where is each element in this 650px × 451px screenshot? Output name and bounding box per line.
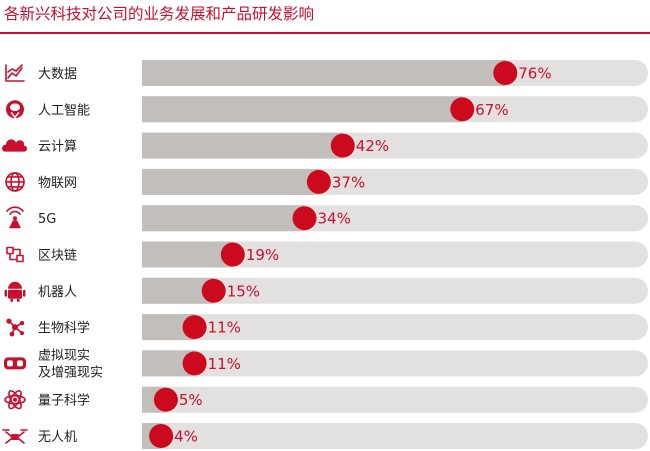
bar [142,132,343,159]
category-label: 物联网 [38,176,77,191]
bar-marker [149,424,174,448]
data-label: 42% [356,137,389,155]
bar [142,96,463,123]
chart-row: 42% 云计算 [2,132,649,159]
chart-title: 各新兴科技对公司的业务发展和产品研发影响 [4,5,315,23]
drone-icon [2,429,28,444]
android-robot-icon [4,281,26,302]
chart-row: 15% 机器人 [4,277,649,304]
bar-marker [330,133,355,158]
chart-row: 76% 大数据 [5,60,648,86]
bar-marker [153,387,178,412]
data-label: 67% [475,101,508,119]
bar-marker [450,97,475,122]
data-label: 76% [518,65,551,83]
bar-track [142,386,649,413]
chart-row: 37% 物联网 [5,168,649,195]
bar-track [142,423,648,449]
bar [142,205,305,232]
data-label: 4% [174,428,198,446]
brain-icon [6,100,24,119]
chart-row: 11% 生物科学 [6,314,649,341]
atom-icon [4,390,26,410]
trend-chart-icon [5,64,25,82]
bar-track [142,350,649,377]
bar-marker [292,206,317,231]
category-label: 人工智能 [38,103,90,118]
blockchain-icon [6,246,24,263]
vr-headset-icon [4,357,26,370]
bar-marker [493,61,518,85]
title-divider [0,32,650,34]
category-label: 生物科学 [38,320,90,336]
bar-marker [220,242,245,267]
bar-track [142,241,649,268]
bar [142,60,506,86]
bar-marker [306,169,331,194]
data-label: 11% [208,319,241,337]
data-label: 37% [332,173,365,191]
cloud-icon [2,139,27,152]
data-label: 15% [227,282,260,300]
category-label: 机器人 [38,285,77,300]
chart-row: 19% 区块链 [6,241,649,268]
antenna-icon [6,206,24,229]
bar [142,168,319,195]
data-label: 19% [246,246,279,264]
chart-row: 34% 5G [6,205,649,232]
bar-marker [182,351,207,376]
category-label: 无人机 [38,430,77,445]
category-label: 区块链 [38,249,77,264]
category-label: 量子科学 [38,393,90,409]
data-label: 34% [318,210,351,228]
category-label: 虚拟现实 [38,348,90,363]
globe-icon [5,172,25,192]
category-label: 及增强现实 [38,365,103,380]
bar-marker [201,278,226,303]
data-label: 11% [208,355,241,373]
category-label: 云计算 [38,140,77,155]
bar-marker [182,315,207,340]
chart-row: 5% 量子科学 [4,386,649,413]
bar-track [142,314,649,341]
chart-row: 67% 人工智能 [6,96,649,123]
category-label: 大数据 [38,67,77,82]
bar-track [142,277,649,304]
chart-row: 4% 无人机 [2,423,648,449]
bar [142,241,233,268]
category-label: 5G [38,212,56,227]
data-label: 5% [179,391,203,409]
molecule-icon [6,318,25,337]
